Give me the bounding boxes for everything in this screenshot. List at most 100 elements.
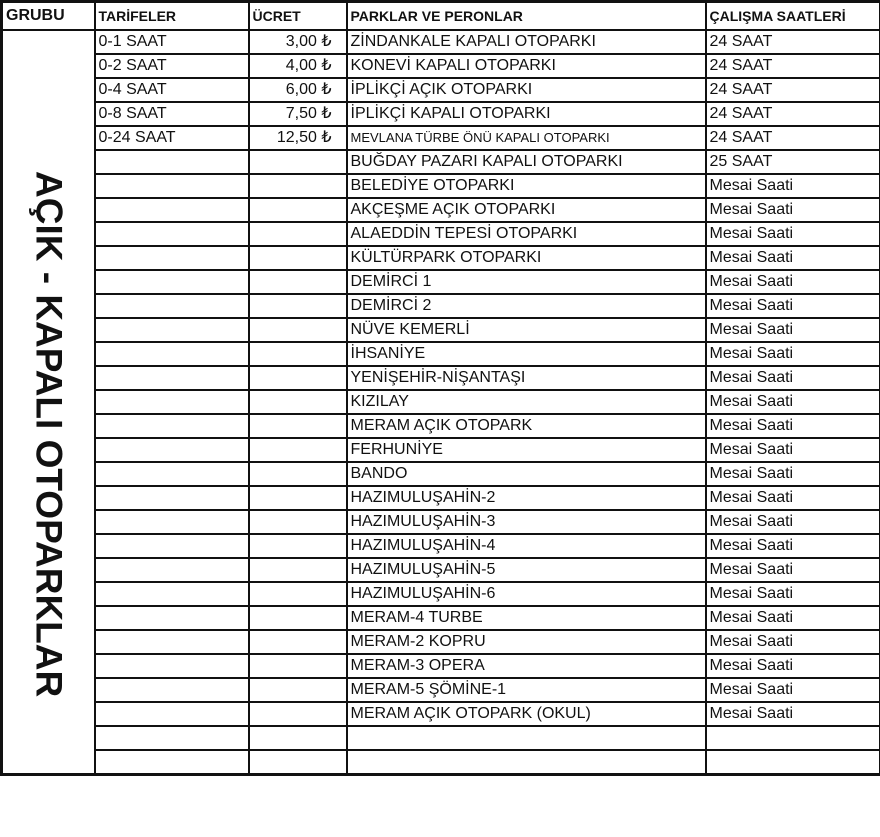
hours-cell: Mesai Saati bbox=[704, 581, 880, 607]
fee-cell bbox=[247, 221, 348, 247]
park-cell: BUĞDAY PAZARI KAPALI OTOPARKI bbox=[345, 149, 707, 175]
table-row: ALAEDDİN TEPESİ OTOPARKI Mesai Saati bbox=[2, 221, 880, 247]
table-row: BANDO Mesai Saati bbox=[2, 461, 880, 487]
tariff-cell bbox=[93, 557, 250, 583]
hours-cell: Mesai Saati bbox=[704, 461, 880, 487]
fee-cell bbox=[247, 509, 348, 535]
park-cell: BANDO bbox=[345, 461, 707, 487]
hours-cell: 24 SAAT bbox=[704, 125, 880, 151]
table-row: MERAM-3 OPERA Mesai Saati bbox=[2, 653, 880, 679]
table-row: HAZIMULUŞAHİN-6 Mesai Saati bbox=[2, 581, 880, 607]
fee-cell bbox=[247, 293, 348, 319]
fee-cell bbox=[247, 677, 348, 703]
tariff-cell bbox=[93, 341, 250, 367]
tariff-cell bbox=[93, 149, 250, 175]
hours-cell: Mesai Saati bbox=[704, 269, 880, 295]
park-cell: ALAEDDİN TEPESİ OTOPARKI bbox=[345, 221, 707, 247]
table-row: HAZIMULUŞAHİN-2 Mesai Saati bbox=[2, 485, 880, 511]
park-cell: BELEDİYE OTOPARKI bbox=[345, 173, 707, 199]
header-parks: PARKLAR VE PERONLAR bbox=[345, 0, 707, 31]
hours-cell: Mesai Saati bbox=[704, 413, 880, 439]
table-row: 0-24 SAAT 12,50 ₺ MEVLANA TÜRBE ÖNÜ KAPALI… bbox=[2, 125, 880, 151]
table-row: HAZIMULUŞAHİN-3 Mesai Saati bbox=[2, 509, 880, 535]
table-row: AKÇEŞME AÇIK OTOPARKI Mesai Saati bbox=[2, 197, 880, 223]
park-cell: KIZILAY bbox=[345, 389, 707, 415]
header-group: GRUBU bbox=[0, 0, 96, 31]
tariff-cell bbox=[93, 317, 250, 343]
park-cell bbox=[345, 749, 707, 776]
tariff-cell bbox=[93, 269, 250, 295]
hours-cell: Mesai Saati bbox=[704, 389, 880, 415]
fee-cell bbox=[247, 485, 348, 511]
parking-tariff-table: GRUBU TARİFELER ÜCRET PARKLAR VE PERONLA… bbox=[0, 0, 880, 776]
fee-cell bbox=[247, 557, 348, 583]
hours-cell: Mesai Saati bbox=[704, 557, 880, 583]
tariff-cell bbox=[93, 485, 250, 511]
fee-cell bbox=[247, 437, 348, 463]
tariff-cell bbox=[93, 461, 250, 487]
header-fee: ÜCRET bbox=[247, 0, 348, 31]
table-row: 0-2 SAAT 4,00 ₺ KONEVİ KAPALI OTOPARKI 24 S… bbox=[2, 53, 880, 79]
park-cell: MERAM-2 KOPRU bbox=[345, 629, 707, 655]
hours-cell: 24 SAAT bbox=[704, 77, 880, 103]
tariff-cell bbox=[93, 197, 250, 223]
fee-cell bbox=[247, 749, 348, 776]
tariff-cell bbox=[93, 413, 250, 439]
table-row: NÜVE KEMERLİ Mesai Saati bbox=[2, 317, 880, 343]
tariff-cell bbox=[93, 725, 250, 751]
fee-cell bbox=[247, 653, 348, 679]
table-row: HAZIMULUŞAHİN-5 Mesai Saati bbox=[2, 557, 880, 583]
table-row: DEMİRCİ 2 Mesai Saati bbox=[2, 293, 880, 319]
fee-cell bbox=[247, 389, 348, 415]
tariff-cell bbox=[93, 293, 250, 319]
table-row: BELEDİYE OTOPARKI Mesai Saati bbox=[2, 173, 880, 199]
group-cell: AÇIK - KAPALI OTOPARKLAR bbox=[0, 29, 96, 776]
fee-cell bbox=[247, 245, 348, 271]
header-row: GRUBU TARİFELER ÜCRET PARKLAR VE PERONLA… bbox=[0, 0, 880, 31]
hours-cell: Mesai Saati bbox=[704, 197, 880, 223]
hours-cell: Mesai Saati bbox=[704, 221, 880, 247]
park-cell: KONEVİ KAPALI OTOPARKI bbox=[345, 53, 707, 79]
fee-cell bbox=[247, 629, 348, 655]
park-cell: DEMİRCİ 2 bbox=[345, 293, 707, 319]
tariff-cell: 0-24 SAAT bbox=[93, 125, 250, 151]
fee-cell bbox=[247, 413, 348, 439]
hours-cell bbox=[704, 725, 880, 751]
fee-cell bbox=[247, 317, 348, 343]
table-row: DEMİRCİ 1 Mesai Saati bbox=[2, 269, 880, 295]
table-row: MERAM-5 ŞÖMİNE-1 Mesai Saati bbox=[2, 677, 880, 703]
fee-cell: 4,00 ₺ bbox=[247, 53, 348, 79]
table-row: FERHUNİYE Mesai Saati bbox=[2, 437, 880, 463]
fee-cell bbox=[247, 365, 348, 391]
hours-cell: 24 SAAT bbox=[704, 53, 880, 79]
park-cell: ZİNDANKALE KAPALI OTOPARKI bbox=[345, 29, 707, 55]
table-row bbox=[2, 725, 880, 751]
fee-cell bbox=[247, 533, 348, 559]
park-cell: HAZIMULUŞAHİN-3 bbox=[345, 509, 707, 535]
hours-cell: Mesai Saati bbox=[704, 485, 880, 511]
fee-cell bbox=[247, 341, 348, 367]
tariff-cell bbox=[93, 653, 250, 679]
table-row: İHSANİYE Mesai Saati bbox=[2, 341, 880, 367]
hours-cell: 25 SAAT bbox=[704, 149, 880, 175]
hours-cell: Mesai Saati bbox=[704, 653, 880, 679]
park-cell: MERAM AÇIK OTOPARK (OKUL) bbox=[345, 701, 707, 727]
tariff-cell bbox=[93, 581, 250, 607]
tariff-cell bbox=[93, 365, 250, 391]
table-row: BUĞDAY PAZARI KAPALI OTOPARKI 25 SAAT bbox=[2, 149, 880, 175]
header-hours: ÇALIŞMA SAATLERİ bbox=[704, 0, 880, 31]
fee-cell bbox=[247, 725, 348, 751]
park-cell: MERAM AÇIK OTOPARK bbox=[345, 413, 707, 439]
header-tariffs: TARİFELER bbox=[93, 0, 250, 31]
park-cell: FERHUNİYE bbox=[345, 437, 707, 463]
hours-cell: Mesai Saati bbox=[704, 437, 880, 463]
hours-cell: Mesai Saati bbox=[704, 677, 880, 703]
tariff-cell bbox=[93, 173, 250, 199]
hours-cell: Mesai Saati bbox=[704, 605, 880, 631]
hours-cell: Mesai Saati bbox=[704, 317, 880, 343]
group-label: AÇIK - KAPALI OTOPARKLAR bbox=[28, 171, 70, 698]
table-row: 0-4 SAAT 6,00 ₺ İPLİKÇİ AÇIK OTOPARKI 24 SA… bbox=[2, 77, 880, 103]
hours-cell: Mesai Saati bbox=[704, 629, 880, 655]
park-cell: MERAM-5 ŞÖMİNE-1 bbox=[345, 677, 707, 703]
fee-cell: 12,50 ₺ bbox=[247, 125, 348, 151]
